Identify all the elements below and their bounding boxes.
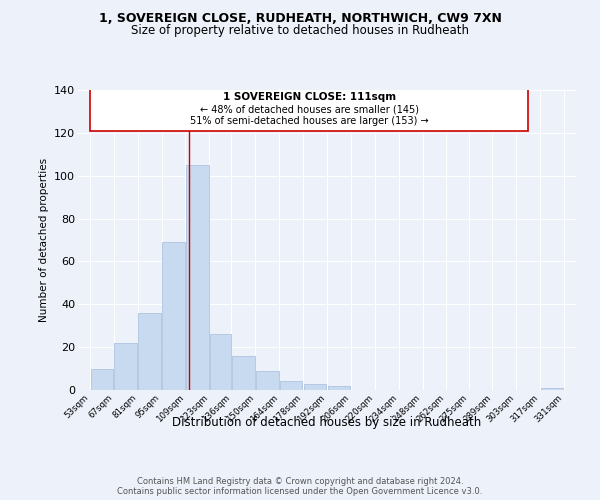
Bar <box>328 386 350 390</box>
Text: 1, SOVEREIGN CLOSE, RUDHEATH, NORTHWICH, CW9 7XN: 1, SOVEREIGN CLOSE, RUDHEATH, NORTHWICH,… <box>98 12 502 26</box>
FancyBboxPatch shape <box>90 88 528 130</box>
Bar <box>210 334 231 390</box>
Text: Distribution of detached houses by size in Rudheath: Distribution of detached houses by size … <box>172 416 482 429</box>
Text: Contains HM Land Registry data © Crown copyright and database right 2024.: Contains HM Land Registry data © Crown c… <box>137 476 463 486</box>
Text: 1 SOVEREIGN CLOSE: 111sqm: 1 SOVEREIGN CLOSE: 111sqm <box>223 92 395 102</box>
Text: 51% of semi-detached houses are larger (153) →: 51% of semi-detached houses are larger (… <box>190 116 428 126</box>
Bar <box>186 165 209 390</box>
Bar <box>304 384 326 390</box>
Text: Size of property relative to detached houses in Rudheath: Size of property relative to detached ho… <box>131 24 469 37</box>
Bar <box>256 370 278 390</box>
Text: Contains public sector information licensed under the Open Government Licence v3: Contains public sector information licen… <box>118 486 482 496</box>
Text: ← 48% of detached houses are smaller (145): ← 48% of detached houses are smaller (14… <box>200 104 419 115</box>
Bar <box>162 242 185 390</box>
Bar <box>91 368 113 390</box>
Bar <box>139 313 161 390</box>
Bar <box>280 382 302 390</box>
Bar <box>232 356 254 390</box>
Y-axis label: Number of detached properties: Number of detached properties <box>38 158 49 322</box>
Bar <box>115 343 137 390</box>
Bar <box>541 388 563 390</box>
